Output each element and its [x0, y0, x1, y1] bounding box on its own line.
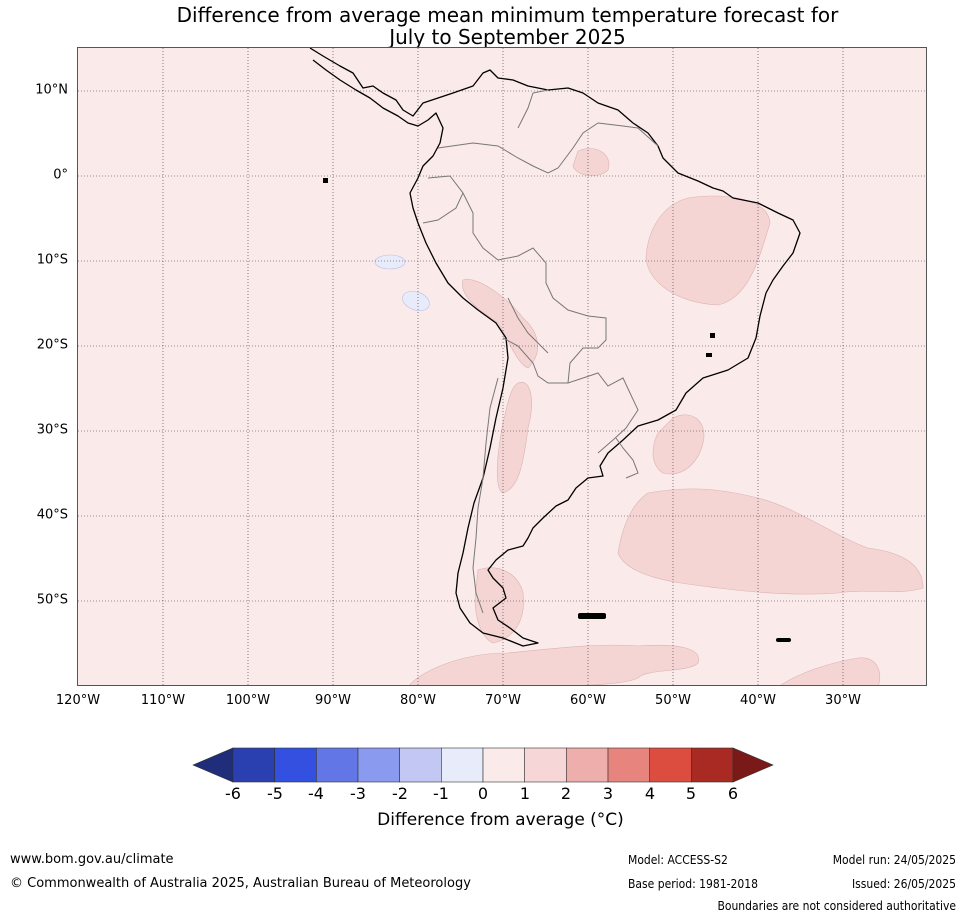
colorbar [190, 747, 775, 783]
colorbar-tick: -6 [225, 784, 241, 803]
country-borders [422, 89, 659, 614]
colorbar-tick: -1 [433, 784, 449, 803]
colorbar-cell [274, 747, 317, 783]
colorbar-cell [649, 747, 692, 783]
lat-label-10n: 10°N [35, 82, 68, 98]
lon-label-120w: 120°W [55, 693, 101, 708]
colorbar-tick: -3 [350, 784, 366, 803]
colorbar-tick: 0 [477, 784, 489, 803]
lat-label-10s: 10°S [36, 252, 68, 268]
south-america-coastline [309, 48, 801, 647]
colorbar-cell [691, 747, 734, 783]
lat-label-0: 0° [53, 167, 68, 183]
colorbar-cell [232, 747, 275, 783]
copyright-text: © Commonwealth of Australia 2025, Austra… [10, 876, 471, 891]
title-line-2: July to September 2025 [389, 25, 626, 49]
colorbar-tick: 1 [519, 784, 531, 803]
lon-label-60w: 60°W [570, 693, 606, 708]
colorbar-cell [316, 747, 359, 783]
lat-label-20s: 20°S [36, 337, 68, 353]
website-link[interactable]: www.bom.gov.au/climate [10, 852, 174, 867]
lon-label-80w: 80°W [400, 693, 436, 708]
lon-label-40w: 40°W [740, 693, 776, 708]
colorbar-cell [524, 747, 567, 783]
issued-text: Issued: 26/05/2025 [851, 877, 956, 891]
anomaly-neg1-0-regions [374, 254, 430, 312]
lon-label-30w: 30°W [825, 693, 861, 708]
colorbar-cell [399, 747, 442, 783]
colorbar-cell [607, 747, 650, 783]
colorbar-label-text: Difference from average (°C) [377, 810, 624, 830]
title-line-1: Difference from average mean minimum tem… [176, 3, 839, 27]
anomaly-1-2-regions [409, 148, 924, 685]
colorbar-tick: 2 [560, 784, 572, 803]
colorbar-extend-min [192, 747, 234, 783]
lon-label-110w: 110°W [140, 693, 186, 708]
colorbar-svg [192, 747, 774, 783]
colorbar-extend-max [732, 747, 774, 783]
colorbar-tick: 5 [685, 784, 697, 803]
map-canvas [78, 48, 926, 685]
colorbar-tick: -2 [392, 784, 408, 803]
colorbar-cell [566, 747, 609, 783]
colorbar-tick: 6 [727, 784, 739, 803]
base-period-text: Base period: 1981-2018 [628, 877, 759, 891]
colorbar-label: Difference from average (°C) [0, 810, 965, 830]
lon-label-90w: 90°W [315, 693, 351, 708]
colorbar-tick: 4 [644, 784, 656, 803]
colorbar-tick: 3 [602, 784, 614, 803]
lon-label-70w: 70°W [485, 693, 521, 708]
lon-label-50w: 50°W [655, 693, 691, 708]
model-run-text: Model run: 24/05/2025 [832, 853, 956, 867]
lat-label-30s: 30°S [36, 422, 68, 438]
colorbar-cell [357, 747, 400, 783]
colorbar-cell [482, 747, 525, 783]
lat-label-50s: 50°S [36, 592, 68, 608]
lat-label-40s: 40°S [36, 507, 68, 523]
disclaimer-text: Boundaries are not considered authoritat… [717, 899, 956, 913]
map-title: Difference from average mean minimum tem… [0, 4, 965, 48]
forecast-map [77, 47, 927, 686]
colorbar-tick: -5 [267, 784, 283, 803]
islands [323, 178, 791, 642]
model-text: Model: ACCESS-S2 [628, 853, 728, 867]
lon-label-100w: 100°W [225, 693, 271, 708]
colorbar-tick: -4 [308, 784, 324, 803]
colorbar-cell [441, 747, 484, 783]
